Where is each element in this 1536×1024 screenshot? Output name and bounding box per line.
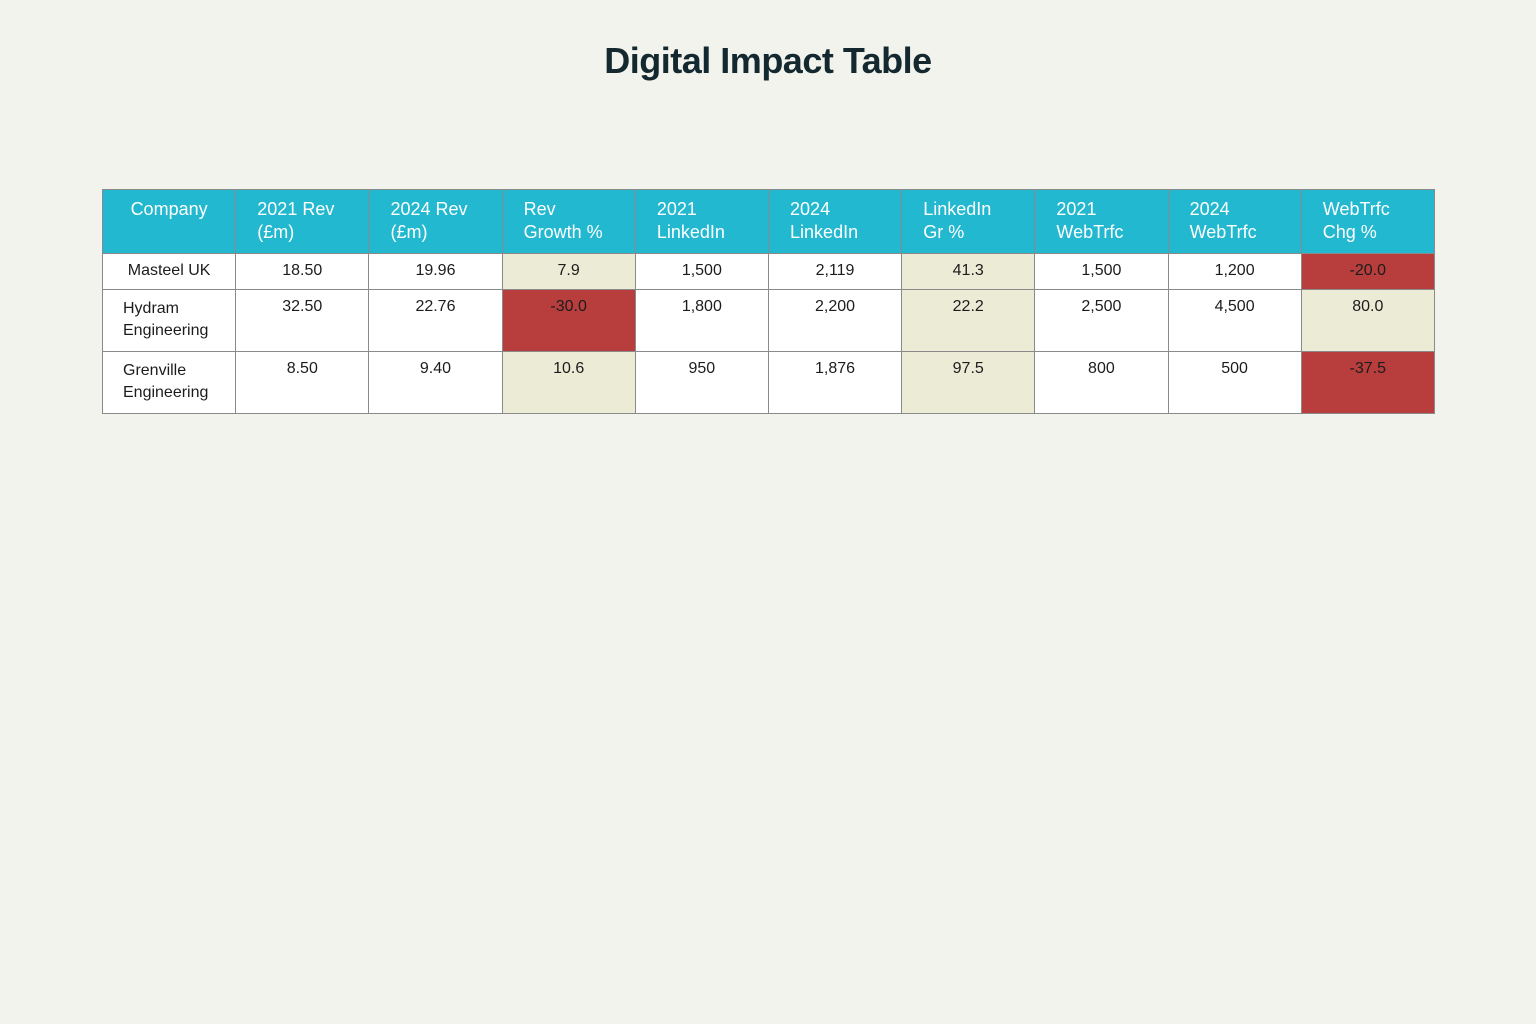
header-2021-linkedin: 2021 LinkedIn — [634, 189, 769, 254]
cell-company: Hydram Engineering — [101, 289, 237, 352]
table-row: Masteel UK 18.50 19.96 7.9 1,500 2,119 4… — [101, 253, 1435, 290]
company-name: Hydram Engineering — [123, 300, 209, 339]
cell-2024-webtrfc: 500 — [1167, 351, 1302, 414]
cell-company: Grenville Engineering — [101, 351, 237, 414]
header-label: 2024 LinkedIn — [790, 199, 859, 242]
header-label: LinkedIn Gr % — [923, 199, 992, 242]
cell-2021-rev: 8.50 — [235, 351, 370, 414]
table-row: Hydram Engineering 32.50 22.76 -30.0 1,8… — [101, 289, 1435, 352]
header-2024-rev: 2024 Rev (£m) — [368, 189, 503, 254]
cell-webtrfc-change: -37.5 — [1300, 351, 1435, 414]
cell-2021-linkedin: 950 — [634, 351, 769, 414]
table-row: Grenville Engineering 8.50 9.40 10.6 950… — [101, 351, 1435, 414]
cell-webtrfc-change: 80.0 — [1300, 289, 1435, 352]
header-label: Rev Growth % — [523, 199, 603, 242]
cell-2024-webtrfc: 4,500 — [1167, 289, 1302, 352]
cell-linkedin-growth: 97.5 — [901, 351, 1036, 414]
header-company: Company — [101, 189, 237, 254]
header-label: 2021 WebTrfc — [1056, 199, 1124, 242]
cell-2024-rev: 19.96 — [368, 253, 503, 290]
cell-2021-linkedin: 1,500 — [634, 253, 769, 290]
header-linkedin-growth: LinkedIn Gr % — [901, 189, 1036, 254]
cell-linkedin-growth: 41.3 — [901, 253, 1036, 290]
table-header-row: Company 2021 Rev (£m) 2024 Rev (£m) Rev … — [101, 189, 1435, 254]
cell-2021-rev: 18.50 — [235, 253, 370, 290]
cell-2024-linkedin: 2,200 — [767, 289, 903, 352]
cell-2024-webtrfc: 1,200 — [1167, 253, 1302, 290]
cell-2024-linkedin: 1,876 — [767, 351, 903, 414]
cell-2024-linkedin: 2,119 — [767, 253, 903, 290]
header-label: 2024 Rev (£m) — [390, 199, 468, 242]
cell-rev-growth: 7.9 — [501, 253, 636, 290]
header-2024-webtrfc: 2024 WebTrfc — [1167, 189, 1302, 254]
cell-2021-linkedin: 1,800 — [634, 289, 769, 352]
header-label: WebTrfc Chg % — [1322, 199, 1390, 242]
digital-impact-table: Company 2021 Rev (£m) 2024 Rev (£m) Rev … — [101, 189, 1435, 414]
header-2021-webtrfc: 2021 WebTrfc — [1034, 189, 1169, 254]
page-title: Digital Impact Table — [604, 40, 932, 81]
cell-webtrfc-change: -20.0 — [1300, 253, 1435, 290]
header-label: 2024 WebTrfc — [1189, 199, 1257, 242]
cell-2024-rev: 22.76 — [368, 289, 503, 352]
cell-2021-rev: 32.50 — [235, 289, 370, 352]
cell-rev-growth: 10.6 — [501, 351, 636, 414]
header-rev-growth: Rev Growth % — [501, 189, 636, 254]
header-label: 2021 Rev (£m) — [257, 199, 335, 242]
cell-2021-webtrfc: 800 — [1034, 351, 1169, 414]
cell-rev-growth: -30.0 — [501, 289, 636, 352]
cell-linkedin-growth: 22.2 — [901, 289, 1036, 352]
header-label: 2021 LinkedIn — [656, 199, 725, 242]
company-name: Grenville Engineering — [123, 362, 209, 401]
company-name: Masteel UK — [127, 262, 211, 279]
cell-company: Masteel UK — [101, 253, 237, 290]
header-2021-rev: 2021 Rev (£m) — [235, 189, 370, 254]
cell-2024-rev: 9.40 — [368, 351, 503, 414]
header-webtrfc-change: WebTrfc Chg % — [1300, 189, 1435, 254]
cell-2021-webtrfc: 1,500 — [1034, 253, 1169, 290]
cell-2021-webtrfc: 2,500 — [1034, 289, 1169, 352]
header-2024-linkedin: 2024 LinkedIn — [767, 189, 903, 254]
header-label: Company — [130, 199, 208, 219]
